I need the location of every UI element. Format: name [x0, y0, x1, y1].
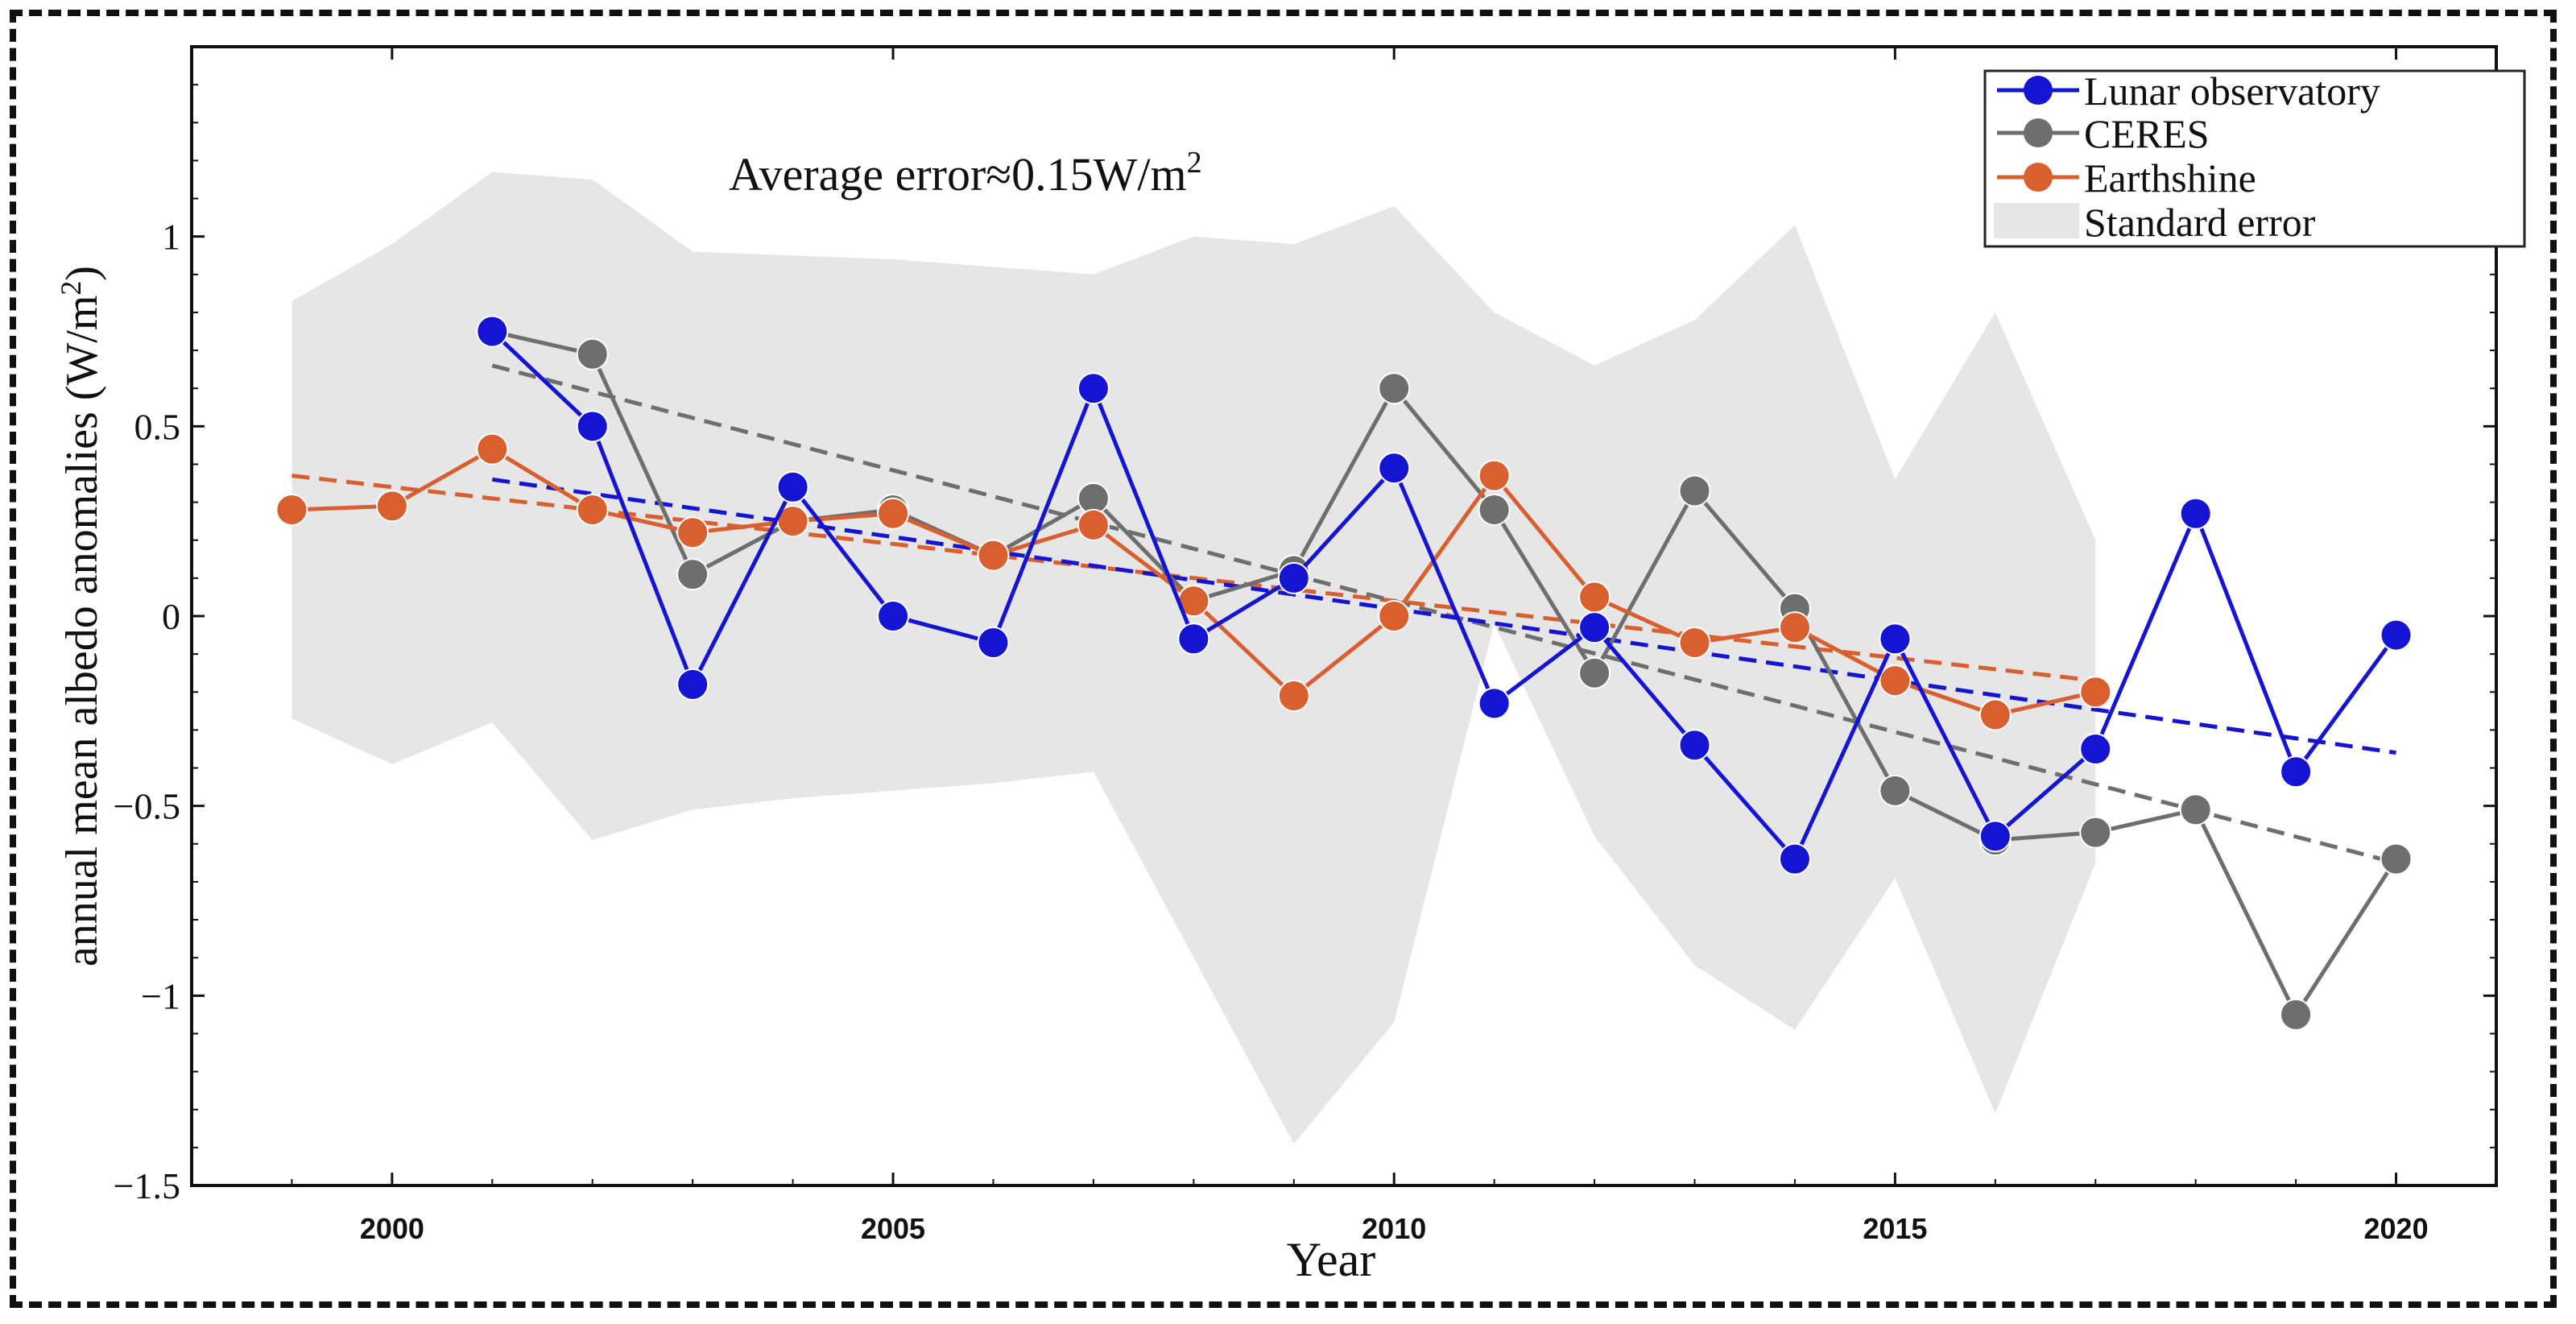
data-point-lunar-observatory — [1678, 729, 1711, 762]
data-point-lunar-observatory — [676, 668, 709, 701]
data-point-lunar-observatory — [1979, 820, 2012, 853]
data-point-lunar-observatory — [476, 315, 509, 348]
legend-label-ceres: CERES — [2084, 111, 2210, 156]
legend-label-standard-error: Standard error — [2084, 200, 2316, 245]
data-point-earthshine — [1879, 664, 1912, 697]
data-point-earthshine — [576, 494, 609, 527]
data-point-lunar-observatory — [1077, 372, 1110, 405]
figure-frame — [10, 10, 2557, 1308]
data-point-ceres — [576, 337, 609, 370]
data-point-earthshine — [1378, 600, 1411, 632]
x-tick-label: 2000 — [360, 1212, 424, 1245]
standard-error-band — [292, 172, 2096, 1144]
y-axis-label-main: annual mean albedo anomalies (W/m — [57, 296, 107, 966]
data-point-ceres — [2079, 816, 2112, 849]
data-point-ceres — [2280, 998, 2313, 1031]
data-point-lunar-observatory — [1378, 452, 1411, 485]
legend-marker-ceres — [2024, 118, 2053, 147]
x-tick-label: 2020 — [2364, 1212, 2429, 1245]
y-axis-label: annual mean albedo anomalies (W/m2) — [55, 266, 107, 966]
data-point-earthshine — [977, 539, 1010, 572]
data-point-earthshine — [1578, 581, 1611, 614]
data-point-earthshine — [1979, 698, 2012, 731]
average-error-annotation: Average error≈0.15W/m2 — [729, 146, 1202, 201]
data-point-lunar-observatory — [1277, 561, 1310, 594]
series-layer — [275, 315, 2413, 1031]
y-tick-label: −1 — [141, 975, 180, 1016]
data-point-lunar-observatory — [1879, 623, 1912, 656]
data-point-earthshine — [1077, 508, 1110, 541]
data-point-lunar-observatory — [576, 410, 609, 443]
data-point-ceres — [676, 558, 709, 591]
data-point-ceres — [1879, 774, 1912, 807]
trend-line-lunar-observatory — [491, 477, 2396, 755]
x-tick-label: 2010 — [1362, 1212, 1426, 1245]
data-point-lunar-observatory — [2380, 619, 2413, 652]
data-point-ceres — [1678, 474, 1711, 507]
y-tick-label: 0 — [162, 596, 180, 637]
series-lunar-observatory — [476, 315, 2413, 875]
y-tick-label: −0.5 — [114, 786, 180, 827]
data-point-earthshine — [1277, 679, 1310, 712]
annotation-sup: 2 — [1187, 146, 1202, 180]
data-point-lunar-observatory — [877, 600, 910, 632]
data-point-ceres — [2380, 842, 2413, 875]
series-earthshine — [275, 432, 2112, 731]
data-point-lunar-observatory — [1177, 623, 1210, 656]
legend-label-earthshine: Earthshine — [2084, 155, 2256, 201]
data-point-lunar-observatory — [1478, 687, 1511, 720]
data-point-ceres — [1378, 372, 1411, 405]
y-axis-label-end: ) — [57, 266, 107, 281]
x-tick-label: 2015 — [1863, 1212, 1927, 1245]
standard-error-band-layer — [292, 172, 2096, 1144]
data-point-lunar-observatory — [776, 470, 809, 503]
data-point-ceres — [2179, 793, 2212, 826]
annotation-main: Average error≈0.15W/m — [729, 148, 1187, 201]
data-point-earthshine — [1678, 626, 1711, 659]
data-point-lunar-observatory — [2079, 732, 2112, 765]
y-tick-label: 0.5 — [134, 406, 181, 447]
data-point-earthshine — [375, 490, 408, 523]
legend-marker-earthshine — [2024, 163, 2053, 192]
data-point-lunar-observatory — [2179, 497, 2212, 530]
data-point-earthshine — [1478, 459, 1511, 492]
legend-label-lunar: Lunar observatory — [2084, 68, 2380, 114]
legend: Lunar observatory CERES Earthshine Stand… — [1983, 68, 2526, 248]
data-point-earthshine — [676, 516, 709, 549]
x-axis-label: Year — [1287, 1233, 1376, 1286]
legend-marker-lunar — [2024, 76, 2053, 105]
data-point-earthshine — [2079, 676, 2112, 709]
x-tick-label: 2005 — [861, 1212, 925, 1245]
y-tick-label: 1 — [162, 217, 180, 258]
series-line-lunar-observatory — [490, 329, 2398, 862]
data-point-lunar-observatory — [1578, 611, 1611, 644]
data-point-earthshine — [1778, 611, 1811, 644]
data-point-ceres — [1478, 494, 1511, 527]
data-point-earthshine — [476, 432, 509, 465]
data-point-earthshine — [877, 497, 910, 530]
data-point-ceres — [1578, 656, 1611, 689]
data-point-lunar-observatory — [977, 626, 1010, 659]
data-point-earthshine — [275, 494, 308, 527]
axes-layer: 2000 2005 2010 2015 2020 1 0.5 0 −0.5 −1 −1.5 — [114, 46, 2497, 1245]
y-axis-label-sup: 2 — [55, 281, 87, 296]
y-tick-label: −1.5 — [114, 1165, 180, 1206]
legend-swatch-standard-error — [1994, 203, 2079, 238]
data-point-lunar-observatory — [1778, 842, 1811, 875]
data-point-lunar-observatory — [2280, 755, 2313, 788]
